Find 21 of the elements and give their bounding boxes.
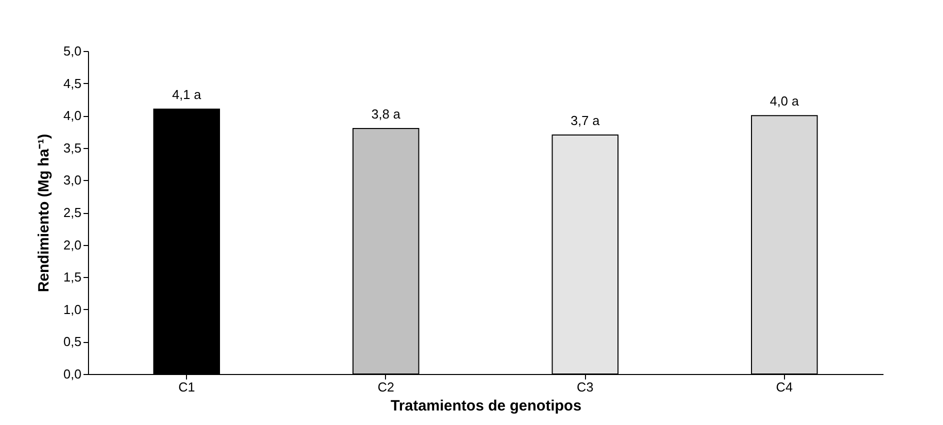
data-label: 3,8 a (371, 106, 402, 122)
x-tick-label: C2 (378, 380, 394, 394)
x-tick-label: C1 (178, 380, 195, 394)
data-label: 4,0 a (770, 94, 800, 109)
y-tick-label: 1,5 (63, 270, 82, 285)
y-tick-label: 0,0 (63, 366, 82, 382)
data-label: 3,7 a (570, 112, 600, 128)
y-tick-label: 4,5 (63, 76, 82, 91)
y-tick-label: 5,0 (63, 44, 82, 58)
x-axis-title: Tratamientos de genotipos (390, 398, 582, 414)
x-tick-label: C3 (576, 380, 594, 394)
y-tick-label: 4,0 (63, 108, 82, 124)
y-axis-title: Rendimiento (Mg ha⁻¹) (35, 134, 52, 292)
y-tick-label: 1,0 (63, 302, 82, 317)
x-tick-label: C4 (776, 380, 793, 394)
y-tick-label: 2,0 (63, 237, 82, 252)
y-tick-label: 3,5 (63, 140, 82, 156)
y-tick-label: 3,0 (63, 172, 82, 188)
y-tick-label: 0,5 (63, 334, 82, 350)
y-tick-label: 2,5 (63, 205, 82, 220)
data-label: 4,1 a (172, 87, 202, 102)
